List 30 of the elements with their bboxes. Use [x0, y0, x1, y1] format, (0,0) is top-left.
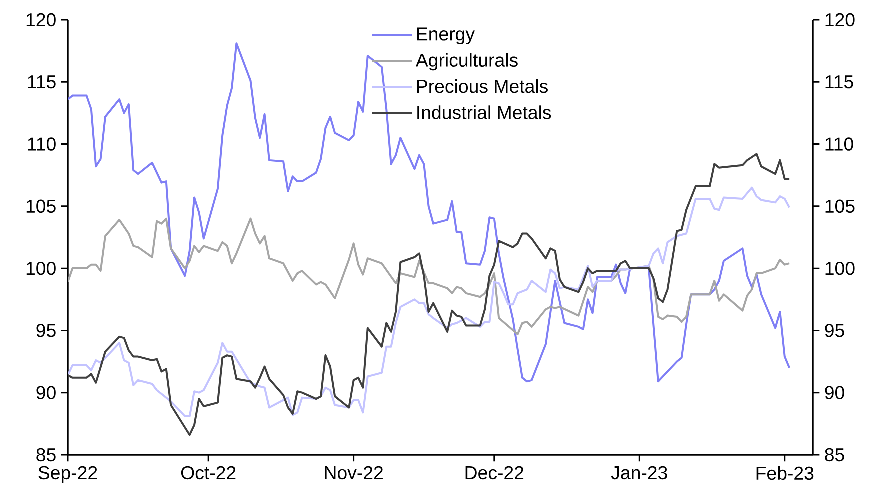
line-series [68, 218, 791, 336]
y2-tick-label: 110 [826, 138, 854, 151]
x-tick-label: Jan-23 [611, 466, 668, 480]
x-tick-label: Dec-22 [466, 466, 524, 480]
y-tick-label: 90 [36, 386, 56, 400]
x-tick-label: Nov-22 [325, 466, 383, 480]
y2-tick-label: 95 [825, 324, 844, 338]
y-tick-label: 120 [26, 13, 56, 27]
y-tick-label: 95 [36, 324, 56, 338]
y2-tick-label: 90 [825, 386, 844, 400]
line-series [68, 42, 791, 383]
y-tick-label: 110 [28, 138, 56, 151]
line-series [68, 153, 791, 436]
x-tick-label: Feb-23 [756, 466, 814, 480]
legend-label: Precious Metals [417, 79, 548, 94]
x-tick-label: Oct-22 [181, 466, 236, 480]
y-tick-label: 115 [28, 76, 56, 89]
line-series [68, 186, 791, 418]
legend-label: Energy [417, 28, 476, 44]
y-tick-label: 100 [26, 262, 56, 276]
legend-label: Industrial Metals [418, 106, 552, 120]
y2-tick-label: 85 [825, 448, 844, 462]
y2-tick-label: 120 [826, 13, 855, 27]
y2-tick-label: 105 [826, 200, 855, 214]
legend-label: Agriculturals [416, 53, 518, 71]
y-tick-label: 105 [26, 200, 56, 214]
y-tick-label: 85 [36, 448, 56, 462]
y2-tick-label: 115 [826, 76, 854, 89]
y2-tick-label: 100 [826, 262, 855, 276]
x-tick-label: Sep-22 [38, 466, 98, 484]
